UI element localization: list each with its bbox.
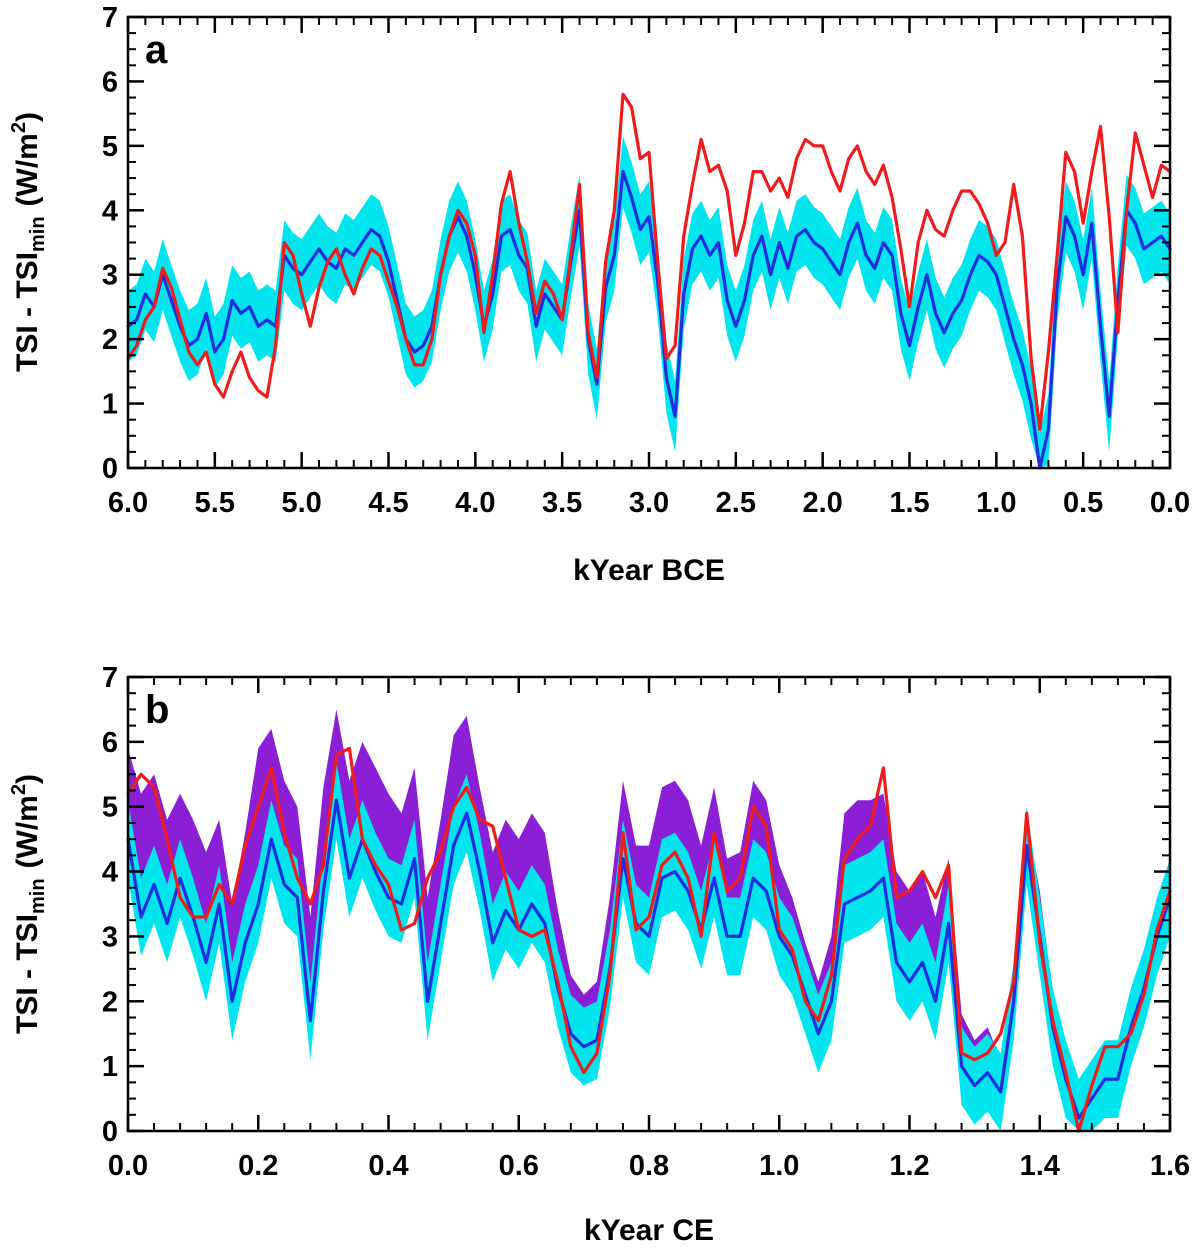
panel-b-xtick-label: 1.2: [889, 1150, 929, 1182]
panel-b-ylabel-close: ): [11, 774, 44, 784]
panel-b-ytick-label: 7: [102, 662, 118, 694]
panel-a-ylabel-sup: 2: [8, 122, 30, 133]
panel-a-xtick-label: 4.0: [455, 487, 495, 519]
panel-a-ylabel-main: TSI - TSI: [11, 252, 44, 372]
panel-b-letter: b: [145, 688, 169, 732]
panel-a: 0 1 2 3 4 5 6 7 6.0 5.5 5.0 4.5 4.0 3.5 3.0 2.5 2.0 1.5 1.…: [8, 2, 1190, 587]
panel-a-ytick-label: 4: [102, 195, 118, 227]
panel-b-xtick-label: 1.0: [759, 1150, 799, 1182]
panel-b: 0 1 2 3 4 5 6 7 0.0 0.2 0.4 0.6 0.8 1.0 1.2 1.4 1.6 b kY…: [8, 662, 1190, 1247]
panel-a-ytick-label: 7: [102, 2, 118, 34]
panel-b-xtick-label: 0.4: [368, 1150, 408, 1182]
panel-b-xtick-label: 0.0: [108, 1150, 148, 1182]
panel-a-ytick-label: 5: [102, 131, 118, 163]
panel-a-line-red: [126, 92, 1172, 431]
panel-b-line-red: [126, 746, 1172, 1133]
panel-b-band-purple: [128, 709, 1170, 1131]
panel-a-xtick-label: 5.0: [282, 487, 322, 519]
panel-a-xtick-label: 3.0: [629, 487, 669, 519]
panel-a-xtick-label: 1.0: [976, 487, 1016, 519]
panel-b-ytick-label: 6: [102, 727, 118, 759]
panel-a-xtick-label: 3.5: [542, 487, 582, 519]
panel-a-ytick-label: 1: [102, 389, 118, 421]
panel-a-xtick-label: 4.5: [368, 487, 408, 519]
panel-b-ylabel-sub: min: [27, 878, 49, 914]
panel-a-xtick-label: 0.0: [1150, 487, 1190, 519]
panel-b-ylabel: TSI - TSImin (W/m2): [8, 774, 49, 1034]
panel-b-ylabel-main: TSI - TSI: [11, 914, 44, 1034]
panel-b-xtick-label: 0.2: [238, 1150, 278, 1182]
panel-a-xlabel: kYear BCE: [573, 554, 725, 587]
panel-b-line-blue: [126, 798, 1172, 1120]
panel-a-ylabel-close: ): [11, 112, 44, 122]
panel-b-band-cyan: [128, 761, 1170, 1131]
panel-b-ytick-label: 4: [102, 857, 118, 889]
panel-b-xtick-label: 1.6: [1150, 1150, 1190, 1182]
panel-a-ytick-label: 3: [102, 260, 118, 292]
panel-a-xtick-label: 5.5: [195, 487, 235, 519]
panel-a-line-blue: [126, 170, 1172, 470]
panel-b-ylabel-unit: (W/m: [11, 795, 44, 868]
panel-b-ylabel-sup: 2: [8, 784, 30, 795]
panel-a-xtick-label: 0.5: [1063, 487, 1103, 519]
panel-b-xtick-label: 0.8: [629, 1150, 669, 1182]
panel-a-xtick-label: 2.0: [803, 487, 843, 519]
panel-b-ytick-label: 0: [102, 1116, 118, 1148]
panel-a-letter: a: [145, 28, 168, 72]
panel-b-xlabel: kYear CE: [584, 1214, 714, 1247]
panel-b-ytick-label: 2: [102, 986, 118, 1018]
panel-b-ytick-label: 3: [102, 921, 118, 953]
panel-a-xtick-label: 2.5: [716, 487, 756, 519]
panel-a-ylabel-unit: (W/m: [11, 133, 44, 206]
panel-b-xtick-label: 0.6: [499, 1150, 539, 1182]
panel-a-ylabel-sub: min: [27, 216, 49, 252]
panel-a-ytick-label: 2: [102, 324, 118, 356]
panel-a-ylabel: TSI - TSImin (W/m2): [8, 112, 49, 372]
panel-b-ytick-label: 1: [102, 1051, 118, 1083]
panel-a-ytick-label: 6: [102, 66, 118, 98]
panel-b-xtick-label: 1.4: [1020, 1150, 1060, 1182]
panel-a-ytick-label: 0: [102, 453, 118, 485]
panel-b-ytick-label: 5: [102, 792, 118, 824]
panel-a-xtick-label: 6.0: [108, 487, 148, 519]
panel-a-xtick-label: 1.5: [889, 487, 929, 519]
